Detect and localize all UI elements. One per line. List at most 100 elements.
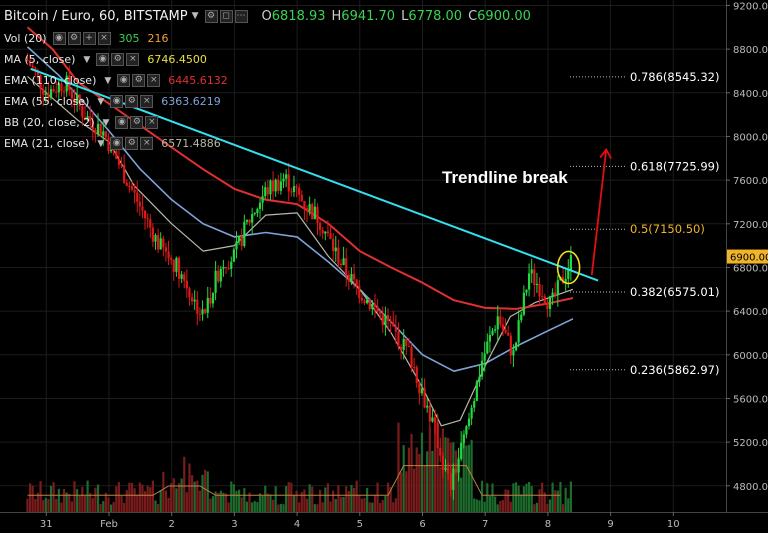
price-tick-label: 8800.00 [733, 45, 768, 56]
indicator-row-ema55[interactable]: EMA (55, close) ▼ ◉ ⚙ × 6363.6219 [4, 91, 531, 112]
volume-bars [26, 421, 572, 512]
indicator-row-bb[interactable]: BB (20, close, 2) ▼ ◉ ⚙ × [4, 112, 531, 133]
volume-bar [177, 483, 181, 512]
caret-down-icon[interactable]: ▼ [102, 117, 110, 128]
add-icon[interactable]: + [82, 32, 96, 45]
candle [146, 218, 149, 220]
candle [292, 186, 296, 192]
caret-down-icon[interactable]: ▼ [104, 75, 112, 86]
volume-bar [60, 502, 63, 512]
ohlc-l-value: 6778.00 [408, 8, 463, 24]
candle [316, 206, 319, 223]
volume-bar [120, 495, 123, 512]
volume-bar [533, 504, 536, 512]
caret-down-icon[interactable]: ▼ [97, 138, 105, 149]
indicator-controls: ◉ ⚙ × [110, 137, 154, 150]
volume-bar [334, 499, 337, 512]
volume-bar [55, 498, 58, 512]
volume-bar [227, 502, 230, 512]
candle [102, 131, 105, 136]
candle [83, 117, 87, 121]
candle [167, 251, 170, 259]
volume-bar [29, 483, 32, 512]
close-icon[interactable]: × [126, 53, 140, 66]
eye-icon[interactable]: ◉ [110, 95, 124, 108]
indicator-row-ema110[interactable]: EMA (110, close) ▼ ◉ ⚙ × 6445.6132 [4, 70, 531, 91]
volume-bar [271, 499, 275, 512]
candle [222, 266, 225, 269]
candle [363, 300, 366, 304]
volume-bar [170, 483, 173, 512]
volume-bar [360, 498, 363, 512]
close-icon[interactable]: × [140, 137, 154, 150]
candle [454, 468, 458, 473]
settings-icon[interactable]: ⚙ [204, 9, 218, 23]
candle [266, 187, 269, 195]
eye-icon[interactable]: ◉ [117, 74, 131, 87]
indicator-row-vol[interactable]: Vol (20) ◉ ⚙ + × 305 216 [4, 28, 531, 49]
fib-label: 0.786(8545.32) [630, 70, 719, 84]
eye-icon[interactable]: ◉ [96, 53, 110, 66]
candle [78, 94, 81, 107]
volume-bar [308, 484, 311, 512]
volume-bar [444, 437, 447, 512]
symbol-title[interactable]: Bitcoin / Euro, 60, BITSTAMP [4, 8, 188, 24]
candle [373, 303, 377, 307]
candle [300, 194, 303, 201]
candle [457, 459, 460, 473]
volume-bar [541, 482, 544, 512]
indicator-row-ma5[interactable]: MA (5, close) ▼ ◉ ⚙ × 6746.4500 [4, 49, 531, 70]
settings-icon[interactable]: ⚙ [130, 116, 144, 129]
settings-icon[interactable]: ⚙ [111, 53, 125, 66]
candle [269, 180, 272, 195]
settings-icon[interactable]: ⚙ [125, 95, 139, 108]
volume-bar [274, 486, 277, 512]
candle [517, 320, 520, 343]
settings-icon[interactable]: ⚙ [132, 74, 146, 87]
indicator-label: BB (20, close, 2) [4, 116, 95, 129]
volume-bar [107, 497, 110, 512]
candle [381, 314, 384, 326]
indicator-controls: ◉ ⚙ × [96, 53, 140, 66]
indicator-controls: ◉ ⚙ + × [52, 32, 111, 45]
close-icon[interactable]: × [97, 32, 111, 45]
volume-bar [394, 498, 397, 512]
last-price-label: 6900.00 [730, 253, 768, 264]
candle [159, 238, 162, 250]
candle [94, 129, 97, 134]
volume-bar [261, 495, 264, 512]
candle [326, 231, 330, 234]
volume-bar [57, 488, 60, 512]
time-tick-label: 2 [169, 519, 175, 530]
volume-bar [282, 504, 285, 512]
more-icon[interactable]: ⋯ [234, 9, 248, 23]
volume-bar [224, 493, 228, 512]
indicator-row-ema21[interactable]: EMA (21, close) ▼ ◉ ⚙ × 6571.4886 [4, 133, 531, 154]
caret-down-icon[interactable]: ▼ [191, 11, 199, 21]
caret-down-icon[interactable]: ▼ [83, 54, 91, 65]
eye-icon[interactable]: ◉ [110, 137, 124, 150]
candle [29, 60, 32, 66]
last-price-tag [727, 249, 768, 264]
hide-icon[interactable]: ◻ [219, 9, 233, 23]
candle [415, 367, 418, 384]
close-icon[interactable]: × [140, 95, 154, 108]
trendline [30, 67, 599, 282]
candle [339, 263, 343, 266]
volume-bar [392, 502, 395, 512]
caret-down-icon[interactable]: ▼ [97, 96, 105, 107]
close-icon[interactable]: × [147, 74, 161, 87]
eye-icon[interactable]: ◉ [52, 32, 66, 45]
symbol-controls: ⚙ ◻ ⋯ [204, 9, 248, 23]
close-icon[interactable]: × [145, 116, 159, 129]
candle [230, 261, 233, 269]
volume-bar [415, 447, 418, 512]
candle [465, 426, 468, 435]
settings-icon[interactable]: ⚙ [67, 32, 81, 45]
candle [535, 283, 539, 286]
candle [157, 235, 160, 250]
candle [436, 422, 439, 449]
settings-icon[interactable]: ⚙ [125, 137, 139, 150]
eye-icon[interactable]: ◉ [115, 116, 129, 129]
